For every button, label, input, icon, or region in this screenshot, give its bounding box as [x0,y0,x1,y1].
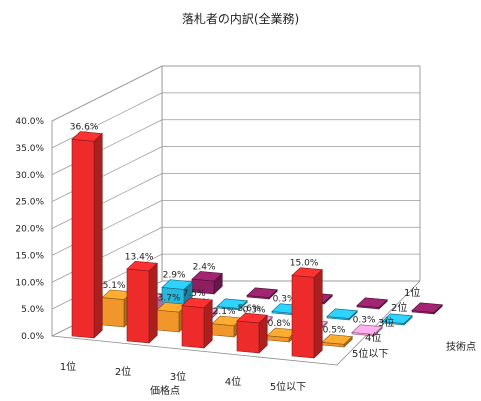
x-tick-label: 1位 [60,360,76,373]
data-label: 2.4% [193,262,216,272]
data-label: 0.5% [323,326,346,336]
bar [126,268,150,344]
x-tick-label: 3位 [170,370,186,383]
depth-tick-label: 4位 [365,331,381,344]
gridline-side [51,173,163,229]
bar-top [246,287,278,298]
bar [156,309,180,333]
bar-top [236,312,268,324]
y-tick-label: 15.0% [15,251,44,261]
bar-top [326,308,358,319]
data-label: 2.9% [163,271,186,281]
data-label: 36.6% [70,123,99,133]
bar-side [313,268,323,359]
bar-top [216,298,248,309]
depth-tick-label: 5位以下 [352,347,388,360]
y-tick-label: 25.0% [15,198,44,208]
gridline-side [51,200,163,256]
bar [236,320,260,354]
gridline-side [51,146,163,202]
bar-top [191,271,223,282]
y-tick-label: 10.0% [15,278,44,288]
data-label: 13.4% [125,252,154,262]
chart-title: 落札者の内訳(全業務) [181,12,300,26]
data-label: 0.3% [273,295,296,305]
bar-side [148,262,158,344]
bar [211,323,235,338]
depth-axis-title: 技術点 [446,340,476,353]
data-label: 0.8% [268,319,291,329]
y-tick-label: 30.0% [15,171,44,181]
bar-top [381,313,413,324]
data-label: 15.0% [290,259,319,269]
data-label: 2.1% [213,307,236,317]
bar [101,297,125,328]
bar-top [71,131,103,142]
bar-top [321,334,353,345]
x-axis-title: 価格点 [150,384,180,397]
bar [71,138,95,339]
bar-top [126,260,158,272]
floor-outline [51,280,421,366]
gridline-side [51,65,163,122]
bar-top [351,324,383,335]
bar [291,275,315,359]
bar-side [203,299,213,349]
depth-tick-label: 2位 [391,301,407,314]
bar-side [93,132,103,339]
x-tick-label: 2位 [115,365,131,378]
depth-tick-label: 3位 [378,316,394,329]
data-label: 0.3% [353,316,376,326]
x-tick-label: 4位 [225,375,241,388]
data-label: 7.5% [183,289,206,299]
y-tick-label: 40.0% [15,117,44,127]
gridline-side [51,92,163,149]
y-tick-label: 5.0% [21,305,44,315]
depth-tick-label: 1位 [404,286,420,299]
y-tick-label: 0.0% [21,332,44,342]
bar [181,305,205,349]
y-tick-label: 20.0% [15,225,44,235]
data-label: 3.7% [158,293,181,303]
bar-top [411,302,443,313]
data-label: 5.6% [238,304,261,314]
bar-top [356,297,388,308]
gridline-side [51,226,163,283]
bar-top [291,267,323,278]
bar-top [161,279,193,290]
x-tick-label: 5位以下 [270,380,306,393]
data-label: 5.1% [103,281,126,291]
bar-top [181,297,213,308]
gridline-side [51,119,163,176]
y-tick-label: 35.0% [15,144,44,154]
data-label: 0.3% [243,306,266,316]
